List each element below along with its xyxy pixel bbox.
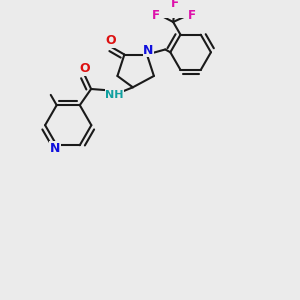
Text: F: F bbox=[152, 9, 160, 22]
Text: N: N bbox=[50, 142, 60, 155]
Text: F: F bbox=[171, 0, 178, 11]
Text: O: O bbox=[105, 34, 116, 47]
Text: NH: NH bbox=[105, 90, 124, 100]
Text: O: O bbox=[79, 62, 90, 75]
Text: F: F bbox=[188, 9, 196, 22]
Text: N: N bbox=[143, 44, 154, 57]
